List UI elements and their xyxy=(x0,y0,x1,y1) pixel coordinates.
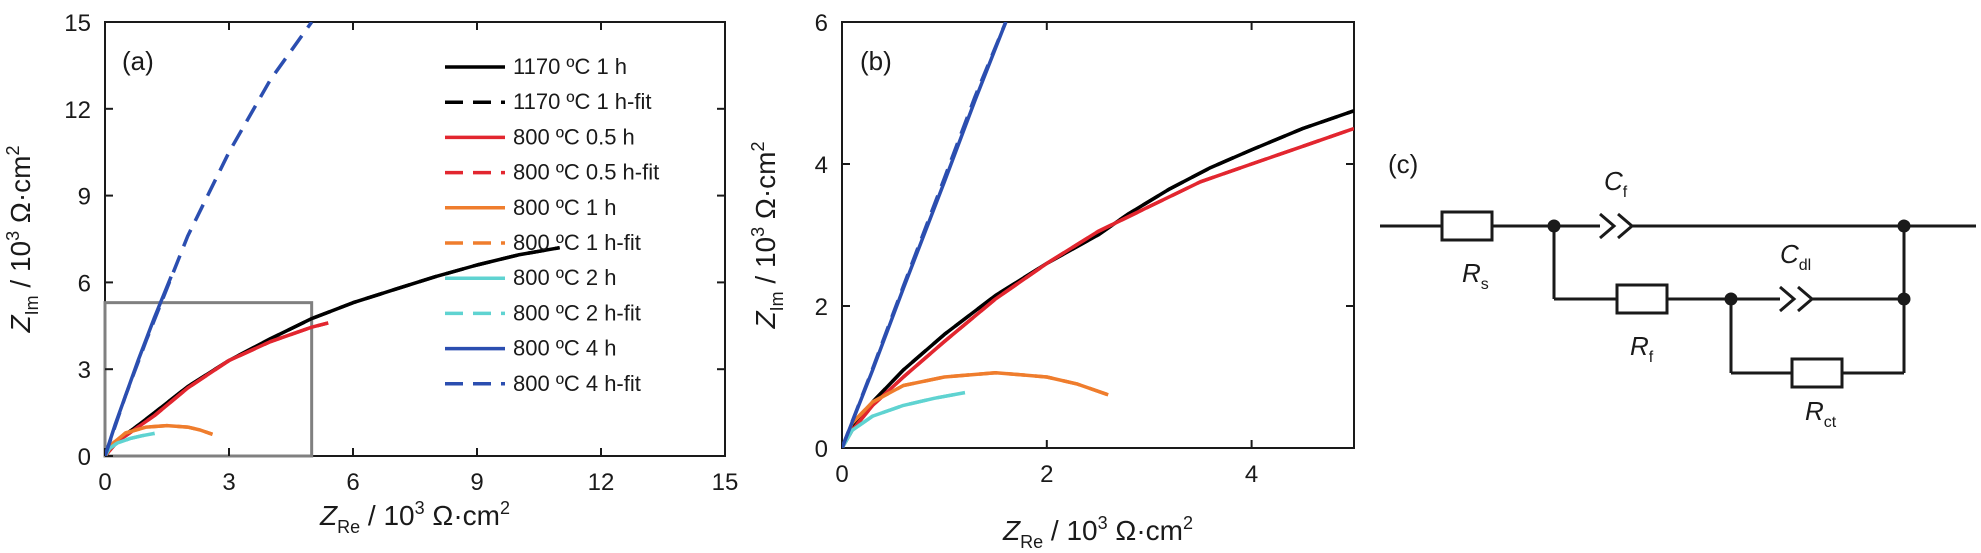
x-tick-label: 12 xyxy=(588,469,615,496)
panel-b-series xyxy=(842,22,1354,448)
series-800-c-4-h-fit xyxy=(842,22,1008,448)
legend-label-800-c-0-5-h-fit: 800 ºC 0.5 h-fit xyxy=(513,160,659,185)
junction-right-top xyxy=(1897,219,1911,233)
panel-b-plot-frame xyxy=(841,21,1355,449)
panel-b-y-axis-title: ZIm / 103 Ω·cm2 xyxy=(748,142,787,330)
y-tick-label: 6 xyxy=(815,10,828,37)
y-tick-label: 0 xyxy=(78,444,91,471)
y-tick-label: 2 xyxy=(815,294,828,321)
panel-b-label: (b) xyxy=(860,46,892,76)
y-tick-label: 12 xyxy=(64,97,91,124)
capacitor-cdl-left-plate xyxy=(1779,285,1797,313)
panel-b-chart: 0 2 4 0 2 4 6 (b) ZRe / 103 Ω·cm2 ZIm / 103 Ω·… xyxy=(748,10,1355,552)
x-tick-label: 9 xyxy=(470,469,483,496)
label-cdl: Cdl xyxy=(1780,239,1811,274)
x-tick-label: 6 xyxy=(346,469,359,496)
equivalent-circuit-diagram: (c) Rs Cf Rf Cdl Rct xyxy=(1380,149,1976,431)
y-tick-label: 6 xyxy=(78,270,91,297)
panel-a-legend: 1170 ºC 1 h 1170 ºC 1 h-fit 800 ºC 0.5 h 80… xyxy=(445,54,659,396)
series-800-c-1-h xyxy=(842,370,1109,448)
panel-c-label: (c) xyxy=(1388,149,1418,179)
x-tick-label: 4 xyxy=(1245,461,1258,488)
legend-label-1170-c-1-h-fit: 1170 ºC 1 h-fit xyxy=(513,89,651,114)
legend-label-800-c-4-h: 800 ºC 4 h xyxy=(513,336,616,361)
series-800-c-0-5-h-fit xyxy=(842,126,1354,448)
capacitor-cdl-right-plate xyxy=(1797,285,1815,313)
panel-a-x-axis-title: ZRe / 103 Ω·cm2 xyxy=(319,498,510,537)
resistor-rs xyxy=(1440,210,1494,242)
y-tick-label: 3 xyxy=(78,357,91,384)
junction-left-top xyxy=(1547,219,1561,233)
series-1170-c-1-h xyxy=(842,109,1354,448)
legend-label-800-c-2-h-fit: 800 ºC 2 h-fit xyxy=(513,300,641,325)
legend-label-800-c-0-5-h: 800 ºC 0.5 h xyxy=(513,124,635,149)
label-rs: Rs xyxy=(1462,258,1489,293)
y-tick-label: 4 xyxy=(815,152,828,179)
panel-a-plot-frame xyxy=(104,21,726,457)
legend-label-1170-c-1-h: 1170 ºC 1 h xyxy=(513,54,627,79)
legend-label-800-c-1-h-fit: 800 ºC 1 h-fit xyxy=(513,230,641,255)
x-tick-label: 15 xyxy=(712,469,739,496)
legend-label-800-c-1-h: 800 ºC 1 h xyxy=(513,195,616,220)
x-tick-label: 0 xyxy=(98,469,111,496)
label-rct: Rct xyxy=(1805,396,1837,431)
legend-label-800-c-2-h: 800 ºC 2 h xyxy=(513,265,616,290)
x-tick-label: 3 xyxy=(222,469,235,496)
series-800-c-1-h-fit xyxy=(842,370,1109,448)
y-tick-label: 15 xyxy=(64,10,91,37)
capacitor-cf-left-plate xyxy=(1599,212,1617,240)
y-tick-label: 9 xyxy=(78,184,91,211)
y-tick-label: 0 xyxy=(815,436,828,463)
series-800-c-0-5-h-fit xyxy=(105,321,329,456)
resistor-rf xyxy=(1615,283,1669,315)
panel-a-y-axis-title: ZIm / 103 Ω·cm2 xyxy=(3,146,42,334)
panel-a-zoom-box xyxy=(103,301,314,458)
capacitor-cf-right-plate xyxy=(1617,212,1635,240)
series-800-c-2-h-fit xyxy=(842,390,966,448)
panel-b-ticks: 0 2 4 0 2 4 6 xyxy=(815,10,1354,488)
series-1170-c-1-h-fit xyxy=(842,109,1354,448)
legend-label-800-c-4-h-fit: 800 ºC 4 h-fit xyxy=(513,371,641,396)
series-800-c-4-h-fit xyxy=(105,22,314,456)
panel-b-x-axis-title: ZRe / 103 Ω·cm2 xyxy=(1002,513,1193,552)
label-rf: Rf xyxy=(1630,331,1654,366)
x-tick-label: 0 xyxy=(835,461,848,488)
resistor-rct xyxy=(1790,357,1844,389)
x-tick-label: 2 xyxy=(1040,461,1053,488)
panel-a-ticks: 0 3 6 9 12 15 0 3 6 9 12 15 xyxy=(64,10,738,496)
panel-a-series xyxy=(105,22,560,456)
label-cf: Cf xyxy=(1604,166,1628,201)
panel-a-label: (a) xyxy=(122,46,154,76)
series-800-c-1-h-fit xyxy=(105,423,214,456)
